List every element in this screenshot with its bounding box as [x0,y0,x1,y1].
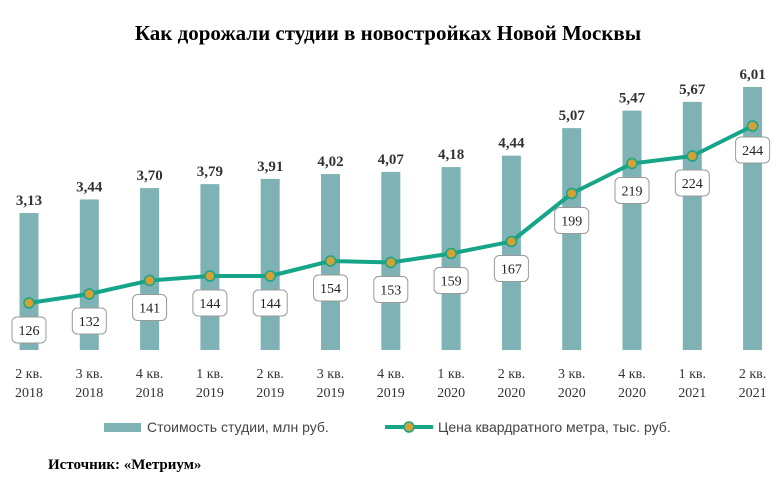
bar-series [19,87,763,350]
line-value-label: 159 [441,275,462,290]
x-tick-label: 2 кв. [739,367,766,382]
x-tick-label: 2020 [558,386,586,401]
line-marker [324,255,337,267]
x-tick-label: 2020 [437,386,465,401]
line-value-box [192,289,228,317]
bar-value-label: 4,02 [317,154,343,170]
bar [682,101,702,350]
bar-value-label: 5,67 [679,82,706,98]
x-tick-label: 2018 [136,386,164,401]
line-marker [83,288,96,300]
x-tick-label: 2 кв. [15,367,42,382]
bar-value-label: 5,47 [619,91,646,107]
x-tick-label: 2020 [497,386,525,401]
line-value-label: 132 [79,315,100,330]
bar [260,178,280,350]
bar-value-label: 3,13 [16,193,42,209]
line-value-label: 224 [682,177,703,192]
x-axis: 2 кв. 2018 3 кв. 2018 4 кв. 2018 1 кв. 2019 2 кв… [15,367,767,401]
x-tick-label: 2 кв. [498,367,525,382]
line-marker [264,270,276,282]
line-value-label: 154 [320,282,341,297]
bar [562,128,582,350]
bar-value-label: 6,01 [739,67,765,83]
bar [19,213,39,350]
line-value-box [252,289,288,317]
bar-value-label: 3,79 [197,164,223,180]
x-tick-label: 2021 [678,386,706,401]
bar-value-labels: 3,13 3,44 3,70 3,79 3,91 4,02 4,07 4,18 4,44 5,07… [16,67,766,209]
x-tick-label: 4 кв. [136,367,163,382]
bar-value-label: 3,91 [257,159,283,175]
line-value-box [71,307,107,335]
line-marker [565,187,578,200]
line-value-label: 167 [501,263,522,278]
x-tick-label: 1 кв. [196,367,223,382]
chart-title: Как дорожали студии в новостройках Новой… [135,21,641,45]
legend-bar-swatch [104,423,141,432]
line-value-box [614,177,650,204]
line-value-label: 153 [380,284,401,299]
x-tick-label: 3 кв. [76,367,103,382]
line-value-box [313,274,348,302]
line-value-label: 144 [260,297,281,312]
x-tick-label: 2019 [196,386,224,401]
x-tick-label: 2019 [377,386,405,401]
x-tick-label: 3 кв. [558,367,585,382]
line-marker [505,235,518,248]
line-marker [23,297,35,309]
line-value-box [11,316,47,344]
line-value-box [132,294,168,321]
line-value-label: 141 [139,302,160,317]
line-value-box [674,169,710,197]
line-marker [746,120,759,132]
line-marker [445,247,457,260]
x-tick-label: 4 кв. [377,367,404,382]
line-marker [143,274,156,287]
x-tick-label: 2018 [75,386,103,401]
x-tick-label: 2020 [618,386,646,401]
x-tick-label: 2019 [256,386,284,401]
bar [140,188,160,350]
x-tick-label: 2018 [15,386,43,401]
line-value-label: 126 [19,324,40,339]
bar-value-label: 4,07 [378,152,405,168]
line-value-box [735,136,771,164]
source-note: Источник: «Метриум» [48,457,202,473]
bar-value-label: 5,07 [559,108,586,124]
line-marker [385,256,397,269]
x-tick-label: 1 кв. [437,367,464,382]
x-tick-label: 1 кв. [679,367,706,382]
bar [501,155,521,350]
legend-bar-label: Стоимость студии, млн руб. [147,419,329,435]
line-value-box [433,267,469,294]
bar-value-label: 3,44 [76,179,103,195]
x-tick-label: 2021 [739,386,767,401]
bar-value-label: 3,70 [136,168,162,184]
bar-value-label: 4,44 [498,136,525,152]
x-tick-label: 2 кв. [256,367,283,382]
line-marker [626,157,638,170]
line-value-label: 144 [199,297,220,312]
line-marker [686,150,699,162]
line-value-box [493,255,529,282]
line-marker [204,270,216,282]
line-value-box [373,276,409,303]
line-value-label: 244 [742,144,763,159]
bar [200,184,220,350]
legend-line-label: Цена квардратного метра, тыс. руб. [438,419,671,435]
legend: Стоимость студии, млн руб. Цена квардрат… [104,419,671,435]
bar [622,110,642,350]
legend-line-marker [403,421,415,433]
x-tick-label: 3 кв. [317,367,344,382]
line-value-box [554,207,590,234]
x-tick-label: 4 кв. [618,367,645,382]
line-series: 126 132 141 144 144 154 153 159 167 199 219 224 244 [11,120,771,344]
line-value-label: 199 [561,215,582,230]
line-value-label: 219 [622,185,643,200]
bar-value-label: 4,18 [438,147,464,163]
x-tick-label: 2019 [317,386,345,401]
